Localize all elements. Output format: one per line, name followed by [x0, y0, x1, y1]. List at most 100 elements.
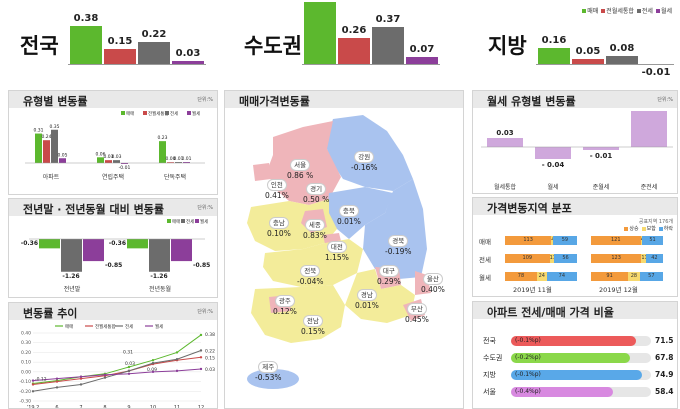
trend-point — [199, 333, 203, 337]
type-bar-label: 0.24 — [41, 134, 51, 140]
top-bar — [372, 27, 404, 64]
trend-series-line — [32, 368, 202, 382]
map-region-value: 0.12% — [273, 307, 297, 316]
ytd-group-label: 전년동월 — [149, 285, 171, 293]
trend-point — [175, 369, 179, 373]
type-bar — [159, 141, 166, 163]
trend-point — [151, 359, 155, 362]
trend-legend-label: 전세 — [125, 323, 133, 330]
trend-ytick: -0.30 — [19, 399, 31, 405]
type-legend-swatch — [121, 111, 125, 115]
map-region-label: 충북 0.01% — [337, 203, 361, 227]
dist-segment: 4 — [640, 236, 643, 245]
trend-point — [55, 380, 59, 383]
ytd-bar-label: -0.85 — [105, 262, 122, 269]
ratio-fill: (-0.2%p) — [511, 353, 630, 363]
top-bar-label: 0.22 — [141, 29, 167, 40]
map-region-name: 광주 — [274, 295, 295, 307]
rent-bar-name: 월세통합 — [494, 183, 517, 191]
map-region-name: 세종 — [304, 219, 325, 231]
top-baseline — [68, 64, 206, 65]
map-region-value: 0.10% — [267, 229, 291, 238]
dist-segment: 11 — [549, 254, 555, 263]
type-bar — [175, 162, 182, 163]
top-bar — [304, 2, 336, 64]
trend-line-chart: 매매 전월세통합 전세 월세 0.40 0.30 0.20 0.10 0.00 -0.10 -0.2… — [19, 323, 215, 409]
top-bar-label: 0.05 — [575, 46, 601, 57]
trend-data-label: 0.03 — [125, 361, 135, 367]
ytd-bar-label: -0.85 — [193, 262, 210, 269]
trend-point — [199, 356, 203, 359]
map-region-value: 0.40% — [421, 285, 445, 294]
dist-segment: 24 — [536, 272, 547, 281]
ytd-bar-chart: 매매 전세 월세 -0.36 -1.26 -0.85 전년말 -0.36 -1.26 -0.85 전… — [21, 218, 211, 293]
dist-segment: 121 — [591, 236, 641, 245]
map-region-label: 부산 0.45% — [405, 301, 429, 325]
trend-ytick: 0.00 — [21, 369, 31, 375]
map-region-value: 0.83% — [303, 231, 327, 240]
trend-point — [55, 386, 59, 389]
top-bar — [70, 26, 102, 64]
trend-series-line — [32, 356, 202, 385]
trend-legend-label: 전월세통합 — [95, 323, 116, 330]
type-change-panel: 유형별 변동률 단위:% 매매 전월세통합 전세 월세 0.31 0.24 0.35 0.05… — [8, 90, 218, 195]
trend-panel-unit: 단위:% — [197, 309, 213, 315]
top-region-0: 전국 — [20, 34, 59, 58]
trend-point — [175, 358, 179, 361]
map-region-value: -0.19% — [385, 247, 412, 256]
ytd-bar — [127, 239, 148, 249]
map-region-value: -0.04% — [297, 277, 324, 286]
ratio-value: 74.9 — [655, 370, 674, 379]
map-region-value: 0.15% — [301, 327, 325, 336]
type-bar-label: 0.31 — [33, 128, 43, 134]
map-region-label: 전남 0.15% — [301, 313, 325, 337]
trend-ytick: -0.20 — [19, 389, 31, 395]
trend-data-label: 0.15 — [205, 355, 215, 361]
map-incheon — [253, 163, 271, 181]
dist-row-label: 전세 — [479, 256, 491, 264]
ytd-bar — [149, 239, 170, 272]
dist-period-label: 2019년 11월 — [513, 286, 552, 294]
top-bar — [172, 61, 204, 64]
map-region-name: 대구 — [378, 265, 399, 277]
dist-row-label: 매매 — [479, 238, 491, 246]
map-chungbuk — [327, 187, 393, 239]
rent-bar-name: 준전세 — [641, 183, 658, 191]
dist-segment: 78 — [505, 272, 537, 281]
dist-segment: 91 — [591, 272, 629, 281]
ytd-legend-swatch — [181, 219, 185, 223]
dist-segment: 11 — [641, 254, 646, 263]
trend-point — [127, 372, 131, 375]
type-legend-swatch — [187, 111, 191, 115]
ytd-change-panel: 전년말 · 전년동월 대비 변동률 단위:% 매매 전세 월세 -0.36 -1.26 -… — [8, 198, 218, 298]
trend-series-line — [32, 334, 202, 385]
legend-jeonse: 전세 — [636, 6, 653, 15]
map-region-label: 광주 0.12% — [273, 293, 297, 317]
top-bar-label: 0.03 — [175, 48, 201, 59]
trend-xtick: 10 — [150, 405, 156, 409]
rent-type-panel: 월세 유형별 변동률 단위:% 0.03 월세통합 - 0.04 월세 - 0.01 준월… — [472, 90, 678, 194]
trend-point — [199, 367, 203, 371]
top-baseline — [536, 64, 674, 65]
map-region-value: 0.01% — [355, 301, 379, 310]
dist-panel-title: 가격변동지역 분포 — [473, 198, 677, 215]
type-bar-label: 0.23 — [157, 135, 167, 141]
type-bar-label: 0.03 — [103, 154, 113, 160]
trend-point — [199, 349, 203, 352]
ytd-bar — [61, 239, 82, 272]
type-bar — [35, 133, 42, 163]
rent-bar — [487, 138, 523, 147]
rent-bar-label: 0.03 — [496, 129, 513, 137]
rent-bar-name: 월세 — [547, 183, 558, 191]
rent-bar-label: - 0.01 — [590, 152, 613, 160]
legend-flat: 보합 — [641, 225, 656, 232]
map-region-name: 인천 — [266, 179, 287, 191]
ytd-bar — [171, 239, 192, 262]
trend-point — [151, 361, 155, 365]
dist-segment: 113 — [505, 236, 552, 245]
legend-combined: 전월세통합 — [601, 6, 634, 15]
type-panel-unit: 단위:% — [197, 97, 213, 103]
map-region-name: 충북 — [338, 205, 359, 217]
ytd-legend-label: 월세 — [200, 218, 208, 225]
type-bar — [167, 162, 174, 163]
